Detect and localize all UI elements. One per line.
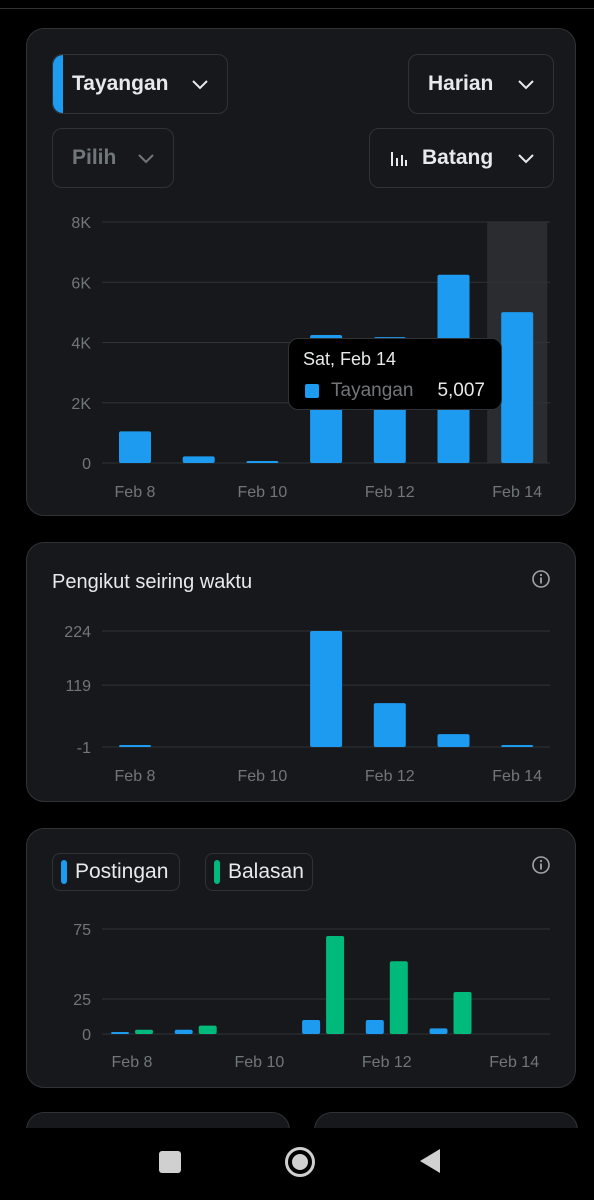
metric-accent-bar — [53, 55, 63, 113]
chart-bar — [501, 745, 534, 747]
chart-bar — [429, 1028, 448, 1034]
chevron-down-icon — [518, 154, 534, 164]
y-tick-label: 25 — [73, 992, 91, 1009]
chart-bar — [373, 703, 406, 747]
legend-swatch — [61, 860, 67, 884]
impressions-bar-chart[interactable]: 8K 6K 4K 2K 0 Feb 8 Feb 10 Feb 12 Feb 14 — [27, 29, 577, 517]
followers-card: Pengikut seiring waktu 224 119 -1 Feb 8 Feb … — [26, 542, 576, 802]
recents-square-icon[interactable] — [158, 1150, 182, 1174]
compare-select[interactable]: Pilih — [52, 128, 174, 188]
chart-bar — [501, 312, 534, 463]
info-icon[interactable] — [531, 855, 551, 875]
tooltip-series: Tayangan — [331, 380, 414, 401]
x-tick-label: Feb 12 — [362, 1054, 412, 1071]
x-tick-label: Feb 8 — [115, 768, 156, 785]
chart-bar — [365, 1020, 384, 1034]
chart-bar — [182, 456, 215, 463]
chart-bar — [389, 961, 408, 1034]
chart-type-label: Batang — [422, 146, 494, 169]
chart-bar — [246, 461, 279, 463]
x-tick-label: Feb 10 — [237, 768, 287, 785]
legend-balasan[interactable]: Balasan — [205, 853, 313, 891]
tooltip-swatch — [305, 384, 319, 398]
x-tick-label: Feb 8 — [115, 484, 156, 501]
legend-swatch — [214, 860, 220, 884]
y-tick-label: 119 — [65, 678, 91, 695]
x-tick-label: Feb 10 — [237, 484, 287, 501]
x-tick-label: Feb 14 — [492, 484, 542, 501]
metric-select-label: Tayangan — [72, 72, 169, 95]
chart-bar — [198, 1025, 217, 1034]
y-tick-label: 75 — [73, 922, 91, 939]
chart-bar — [437, 734, 470, 747]
x-tick-label: Feb 10 — [234, 1054, 284, 1071]
y-tick-label: -1 — [77, 740, 91, 757]
chart-bar — [174, 1029, 193, 1034]
chevron-down-icon — [518, 80, 534, 90]
period-select[interactable]: Harian — [408, 54, 554, 114]
posts-card: Postingan Balasan 75 25 0 Feb 8 Feb 10 Feb 12… — [26, 828, 576, 1088]
tooltip-value: 5,007 — [437, 380, 485, 401]
chevron-down-icon — [192, 80, 208, 90]
followers-bar-chart[interactable]: 224 119 -1 Feb 8 Feb 10 Feb 12 Feb 14 — [27, 543, 577, 803]
x-tick-label: Feb 12 — [365, 484, 415, 501]
chart-bar — [111, 1032, 129, 1034]
y-tick-label: 2K — [71, 396, 91, 413]
metric-select[interactable]: Tayangan — [52, 54, 228, 114]
y-tick-label: 4K — [71, 336, 91, 353]
y-tick-label: 224 — [64, 624, 91, 641]
legend-label: Postingan — [75, 860, 169, 883]
chart-bar — [119, 745, 151, 747]
chart-bar — [119, 431, 151, 463]
legend-label: Balasan — [228, 860, 304, 883]
y-tick-label: 6K — [71, 275, 91, 292]
tooltip-date: Sat, Feb 14 — [303, 349, 397, 369]
chart-bar — [135, 1029, 153, 1034]
x-tick-label: Feb 14 — [492, 768, 542, 785]
posts-replies-bar-chart[interactable]: 75 25 0 Feb 8 Feb 10 Feb 12 Feb 14 — [27, 829, 577, 1089]
period-select-label: Harian — [428, 72, 494, 95]
chart-bar — [302, 1020, 321, 1034]
info-icon[interactable] — [531, 569, 551, 589]
chevron-down-icon — [138, 154, 154, 164]
top-divider — [0, 8, 594, 9]
y-tick-label: 8K — [71, 215, 91, 232]
x-tick-label: Feb 14 — [489, 1054, 539, 1071]
chart-tooltip: Sat, Feb 14 Tayangan 5,007 — [288, 338, 502, 410]
x-tick-label: Feb 12 — [365, 768, 415, 785]
impressions-card: Tayangan Harian Pilih Batang 8K 6K 4K 2K 0 Fe… — [26, 28, 576, 516]
home-circle-icon[interactable] — [284, 1146, 316, 1178]
bar-chart-icon — [391, 152, 407, 166]
chart-bar — [453, 992, 472, 1034]
back-triangle-icon[interactable] — [418, 1148, 442, 1174]
chart-bar — [310, 631, 343, 747]
x-tick-label: Feb 8 — [112, 1054, 153, 1071]
y-tick-label: 0 — [82, 1027, 91, 1044]
system-navbar — [0, 1128, 594, 1200]
y-tick-label: 0 — [82, 456, 91, 473]
chart-type-select[interactable]: Batang — [369, 128, 554, 188]
legend-postingan[interactable]: Postingan — [52, 853, 180, 891]
chart-bar — [326, 936, 345, 1034]
card-title: Pengikut seiring waktu — [52, 571, 253, 593]
compare-select-label: Pilih — [72, 146, 117, 169]
